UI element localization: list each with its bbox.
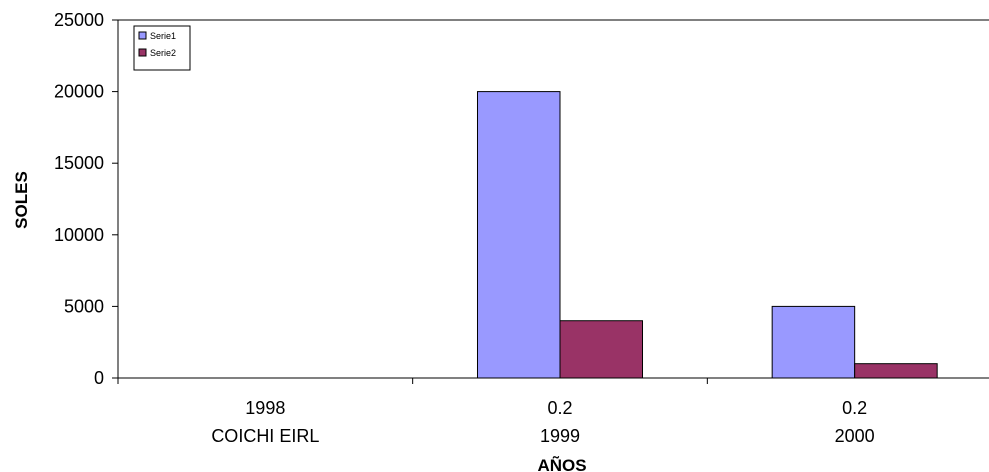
y-tick-label: 20000 <box>54 82 104 102</box>
bar-serie1-1 <box>476 91 561 379</box>
x-tick-label: 1999 <box>540 426 580 446</box>
x-tick-label: COICHI EIRL <box>211 426 319 446</box>
axes: 0 5000 10000 15000 20000 25000 1998 COICHI EIRL… <box>54 10 989 446</box>
bar-serie1-2 <box>771 305 856 379</box>
y-tick-label: 0 <box>94 368 104 388</box>
plot-area <box>476 91 938 379</box>
x-tick-label: 2000 <box>835 426 875 446</box>
y-tick-label: 5000 <box>64 296 104 316</box>
y-tick-label: 15000 <box>54 153 104 173</box>
legend-label-serie1: Serie1 <box>150 31 176 41</box>
bar-serie2-2 <box>854 363 938 379</box>
x-axis-title: AÑOS <box>537 455 586 472</box>
x-tick-label: 0.2 <box>547 398 572 418</box>
x-tick-label: 1998 <box>245 398 285 418</box>
y-tick-label: 25000 <box>54 10 104 30</box>
bar-serie2-1 <box>559 320 644 379</box>
legend-swatch-serie1 <box>138 31 147 40</box>
y-tick-label: 10000 <box>54 225 104 245</box>
legend: Serie1 Serie2 <box>133 25 191 71</box>
x-tick-label: 0.2 <box>842 398 867 418</box>
legend-swatch-serie2 <box>138 48 147 57</box>
y-axis-title: SOLES <box>12 171 31 229</box>
legend-label-serie2: Serie2 <box>150 48 176 58</box>
